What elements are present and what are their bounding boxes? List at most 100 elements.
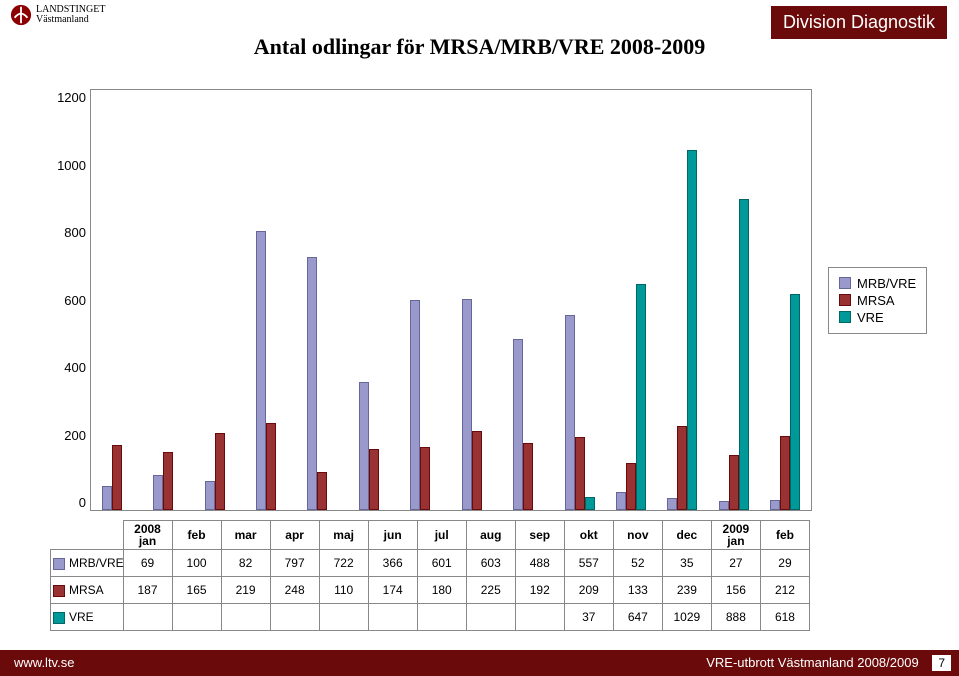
bar-mrsa — [369, 449, 379, 510]
footer-left: www.ltv.se — [14, 655, 74, 670]
bar-mrbvre — [719, 501, 729, 510]
swatch-vre — [53, 612, 65, 624]
table-cell: 603 — [466, 550, 515, 577]
bar-group — [513, 339, 543, 510]
footer-right-text: VRE-utbrott Västmanland 2008/2009 — [706, 655, 918, 670]
logo-line2: Västmanland — [36, 15, 105, 25]
table-cell: 110 — [319, 577, 368, 604]
table-cell — [515, 604, 564, 631]
table-col-header: 2009jan — [711, 521, 760, 550]
swatch-mrsa — [839, 294, 851, 306]
bar-mrsa — [163, 452, 173, 510]
bar-group — [410, 300, 440, 510]
table-cell: 239 — [662, 577, 711, 604]
table-col-header: jun — [368, 521, 417, 550]
table-cell: 888 — [711, 604, 760, 631]
bar-mrsa — [677, 426, 687, 510]
table-cell: 366 — [368, 550, 417, 577]
table-cell: 225 — [466, 577, 515, 604]
logo-mark — [10, 4, 32, 26]
table-cell: 82 — [221, 550, 270, 577]
bar-mrbvre — [102, 486, 112, 510]
table-cell — [368, 604, 417, 631]
table-cell: 156 — [711, 577, 760, 604]
bar-mrsa — [420, 447, 430, 510]
bar-group — [616, 284, 646, 510]
table-cell: 180 — [417, 577, 466, 604]
table-col-header: 2008jan — [123, 521, 172, 550]
legend-item-mrsa: MRSA — [839, 293, 916, 308]
bar-mrbvre — [359, 382, 369, 510]
table-cell: 35 — [662, 550, 711, 577]
legend-label-mrbvre: MRB/VRE — [857, 276, 916, 291]
bar-mrsa — [780, 436, 790, 510]
table-cell: 618 — [760, 604, 809, 631]
table-cell: 37 — [564, 604, 613, 631]
bar-group — [205, 433, 235, 510]
bar-mrbvre — [153, 475, 163, 510]
table-col-header: jul — [417, 521, 466, 550]
legend-item-vre: VRE — [839, 310, 916, 325]
table-cell: 722 — [319, 550, 368, 577]
y-axis-tick: 400 — [64, 360, 86, 375]
bar-group — [153, 452, 183, 510]
bar-group — [102, 445, 132, 510]
table-cell: 219 — [221, 577, 270, 604]
chart-plot — [90, 89, 812, 511]
legend-label-mrsa: MRSA — [857, 293, 895, 308]
bar-group — [307, 257, 337, 510]
table-cell: 797 — [270, 550, 319, 577]
bar-vre — [585, 497, 595, 510]
bar-mrsa — [215, 433, 225, 510]
table-cell: 647 — [613, 604, 662, 631]
bar-mrsa — [317, 472, 327, 511]
swatch-mrbvre — [53, 558, 65, 570]
y-axis-tick: 600 — [64, 293, 86, 308]
bar-vre — [636, 284, 646, 510]
table-col-header: apr — [270, 521, 319, 550]
y-axis-tick: 1000 — [57, 158, 86, 173]
bar-mrbvre — [410, 300, 420, 510]
bar-mrbvre — [462, 299, 472, 510]
table-cell: 52 — [613, 550, 662, 577]
y-axis-ticks: 120010008006004002000 — [50, 90, 90, 510]
table-cell: 174 — [368, 577, 417, 604]
table-cell: 133 — [613, 577, 662, 604]
swatch-vre — [839, 311, 851, 323]
table-cell — [466, 604, 515, 631]
bar-mrsa — [112, 445, 122, 510]
table-cell — [123, 604, 172, 631]
footer-page-number: 7 — [932, 655, 951, 671]
table-cell: 248 — [270, 577, 319, 604]
table-cell: 557 — [564, 550, 613, 577]
y-axis-tick: 200 — [64, 428, 86, 443]
footer-right: VRE-utbrott Västmanland 2008/2009 7 — [706, 655, 951, 671]
logo-text: LANDSTINGET Västmanland — [36, 5, 105, 25]
table-cell — [270, 604, 319, 631]
bar-mrbvre — [565, 315, 575, 510]
chart-legend: MRB/VRE MRSA VRE — [828, 267, 927, 334]
swatch-mrsa — [53, 585, 65, 597]
table-col-header: aug — [466, 521, 515, 550]
table-cell: 100 — [172, 550, 221, 577]
bar-vre — [687, 150, 697, 510]
legend-label-vre: VRE — [857, 310, 884, 325]
bar-group — [667, 150, 697, 510]
bar-mrsa — [626, 463, 636, 510]
table-col-header: sep — [515, 521, 564, 550]
table-cell: 69 — [123, 550, 172, 577]
bar-mrbvre — [256, 231, 266, 510]
bar-mrbvre — [770, 500, 780, 510]
table-corner — [51, 521, 124, 550]
page-footer: www.ltv.se VRE-utbrott Västmanland 2008/… — [0, 650, 959, 676]
y-axis-tick: 0 — [79, 495, 86, 510]
bar-mrsa — [575, 437, 585, 510]
table-row-header-mrsa: MRSA — [51, 577, 124, 604]
bar-group — [565, 315, 595, 510]
chart-area: 120010008006004002000 MRB/VRE MRSA VRE — [50, 80, 930, 520]
bar-mrsa — [266, 423, 276, 510]
table-cell: 29 — [760, 550, 809, 577]
table-col-header: nov — [613, 521, 662, 550]
bar-vre — [739, 199, 749, 510]
table-cell — [417, 604, 466, 631]
